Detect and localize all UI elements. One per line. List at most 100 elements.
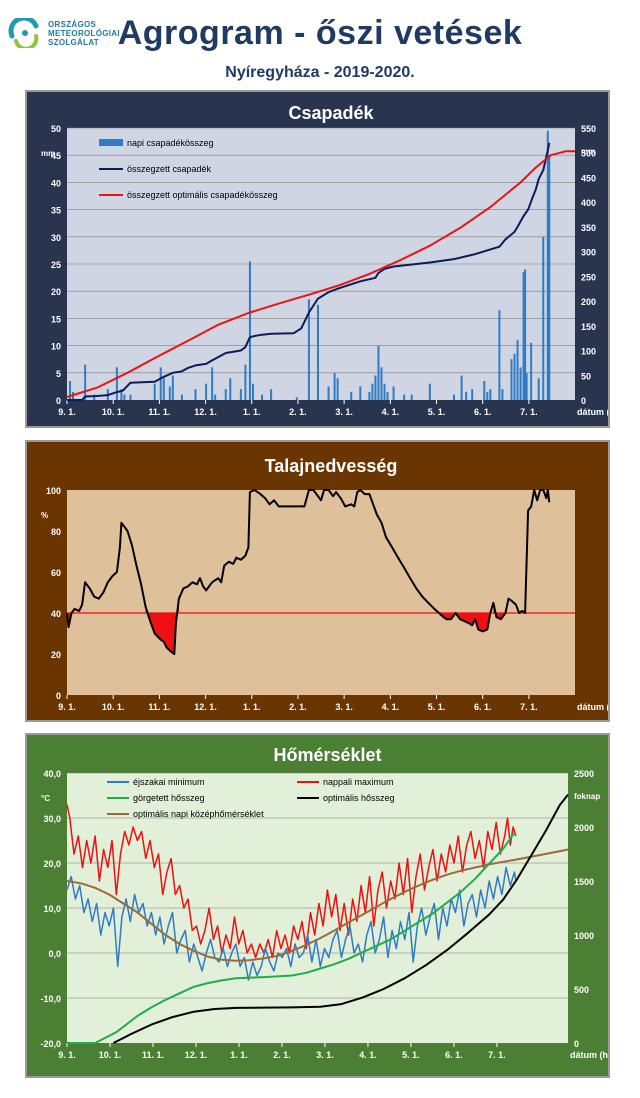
- x-tick-label: 5. 1.: [428, 702, 446, 712]
- y-tick-label: 10,0: [43, 904, 61, 914]
- y2-tick-label: 100: [581, 347, 596, 357]
- x-tick-label: 4. 1.: [359, 1050, 377, 1060]
- x-tick-label: 2. 1.: [289, 702, 307, 712]
- y-tick-label: 0,0: [48, 949, 61, 959]
- y-tick-label: -20,0: [40, 1039, 61, 1049]
- y2-tick-label: 1000: [574, 931, 594, 941]
- daily-precip-bar: [333, 372, 336, 400]
- y2-tick-label: 2500: [574, 769, 594, 779]
- y-tick-label: 15: [51, 314, 61, 324]
- y2-tick-label: 0: [574, 1039, 579, 1049]
- optimal-mean-temp-line: [66, 848, 569, 962]
- daily-precip-bar: [519, 367, 522, 400]
- x-tick-label: 11. 1.: [148, 702, 170, 712]
- omsz-logo: ORSZÁGOS METEOROLÓGIAI SZOLGÁLAT: [8, 18, 148, 58]
- legend-label: összegzett optimális csapadékösszeg: [127, 190, 278, 200]
- daily-precip-bar: [371, 383, 374, 400]
- daily-precip-bar: [374, 375, 377, 400]
- daily-precip-bar: [194, 389, 197, 400]
- soil-moisture-chart: Talajnedvesség 0 20 40 60 80 100% 9. 1. 10. 1. 11…: [41, 456, 640, 712]
- rolling-heat-sum-line: [67, 832, 517, 1044]
- x-tick-label: 1. 1.: [243, 407, 261, 417]
- daily-precip-bar: [548, 155, 551, 400]
- daily-precip-bar: [486, 391, 489, 400]
- logo-line: METEOROLÓGIAI: [48, 29, 120, 38]
- legend-label: összegzett csapadék: [127, 164, 212, 174]
- daily-precip-bar: [120, 389, 123, 400]
- daily-precip-bar: [159, 367, 162, 400]
- y-tick-label: 50: [51, 124, 61, 134]
- x-tick-label: 10. 1.: [102, 407, 125, 417]
- legend-label: napi csapadékösszeg: [127, 138, 214, 148]
- daily-precip-bar: [537, 378, 540, 400]
- y2-tick-label: 550: [581, 124, 596, 134]
- omsz-logo-icon: [8, 18, 39, 48]
- tmax-line: [66, 804, 517, 959]
- y-tick-label: 20,0: [43, 859, 61, 869]
- y-axis-unit: mm: [41, 149, 55, 158]
- daily-precip-bar: [516, 340, 519, 400]
- daily-precip-bar: [383, 383, 386, 400]
- x-tick-label: 12. 1.: [194, 407, 217, 417]
- y-tick-label: 45: [51, 151, 61, 161]
- x-tick-label: 9. 1.: [58, 407, 76, 417]
- y-tick-label: 30,0: [43, 814, 61, 824]
- y-tick-label: 80: [51, 527, 61, 537]
- y-tick-label: 35: [51, 206, 61, 216]
- daily-precip-bar: [498, 310, 501, 400]
- daily-precip-bar: [510, 359, 513, 400]
- legend-label: optimális napi középhőmérséklet: [133, 809, 264, 819]
- daily-precip-bar: [270, 389, 273, 400]
- daily-precip-bar: [327, 386, 330, 400]
- chart-title: Hőmérséklet: [273, 745, 381, 765]
- cumulative-precip-line: [67, 142, 551, 401]
- y2-tick-label: 350: [581, 223, 596, 233]
- daily-precip-bar: [153, 383, 156, 400]
- x-tick-label: 4. 1.: [382, 702, 400, 712]
- x-tick-label: 2. 1.: [289, 407, 307, 417]
- omsz-logo-text: ORSZÁGOS METEOROLÓGIAI SZOLGÁLAT: [48, 20, 120, 47]
- y-tick-label: 40: [51, 178, 61, 188]
- x-tick-label: 12. 1.: [194, 702, 217, 712]
- y2-tick-label: 500: [574, 985, 589, 995]
- daily-precip-bar: [261, 394, 264, 400]
- daily-precip-bar: [205, 383, 208, 400]
- y-tick-label: 100: [46, 486, 61, 496]
- daily-precip-bar: [546, 130, 549, 400]
- x-axis-label: dátum (hó.nap): [570, 1050, 608, 1060]
- y2-tick-label: 50: [581, 371, 591, 381]
- x-tick-label: 7. 1.: [520, 702, 538, 712]
- y-tick-label: 40: [51, 609, 61, 619]
- x-tick-label: 11. 1.: [148, 407, 170, 417]
- daily-precip-bar: [524, 269, 527, 400]
- daily-precip-bar: [244, 364, 247, 400]
- x-tick-label: 6. 1.: [445, 1050, 463, 1060]
- tmin-line: [66, 866, 517, 981]
- y-tick-label: -10,0: [40, 994, 61, 1004]
- y2-tick-label: 200: [581, 297, 596, 307]
- soil-moisture-panel: Talajnedvesség 0 20 40 60 80 100% 9. 1. 10. 1. 11…: [25, 440, 640, 722]
- daily-precip-bar: [251, 383, 254, 400]
- precipitation-panel: Csapadék 0 5 10 15 20 25 30 35 40 45 50 0 50 100 150 200…: [25, 90, 640, 428]
- y-axis-unit: %: [41, 511, 48, 520]
- x-tick-label: 12. 1.: [185, 1050, 208, 1060]
- daily-precip-bar: [386, 391, 389, 400]
- x-tick-label: 3. 1.: [335, 702, 353, 712]
- daily-precip-bar: [168, 386, 171, 400]
- daily-precip-bar: [501, 389, 504, 400]
- x-tick-label: 10. 1.: [99, 1050, 122, 1060]
- x-tick-label: 9. 1.: [58, 702, 76, 712]
- y-tick-label: 0: [56, 396, 61, 406]
- daily-precip-bar: [350, 391, 353, 400]
- y-tick-label: 20: [51, 650, 61, 660]
- y-tick-label: 5: [56, 369, 61, 379]
- logo-line: SZOLGÁLAT: [48, 38, 99, 47]
- temperature-chart: Hőmérséklet -20,0 -10,0 0,0 10,0 20,0 30,0 40,0…: [40, 745, 635, 1060]
- daily-precip-bar: [129, 394, 132, 400]
- x-tick-label: 3. 1.: [316, 1050, 334, 1060]
- optimal-precip-line: [66, 150, 575, 398]
- x-tick-label: 4. 1.: [382, 407, 400, 417]
- y2-tick-label: 1500: [574, 877, 594, 887]
- y2-tick-label: 400: [581, 198, 596, 208]
- y-tick-label: 10: [51, 342, 61, 352]
